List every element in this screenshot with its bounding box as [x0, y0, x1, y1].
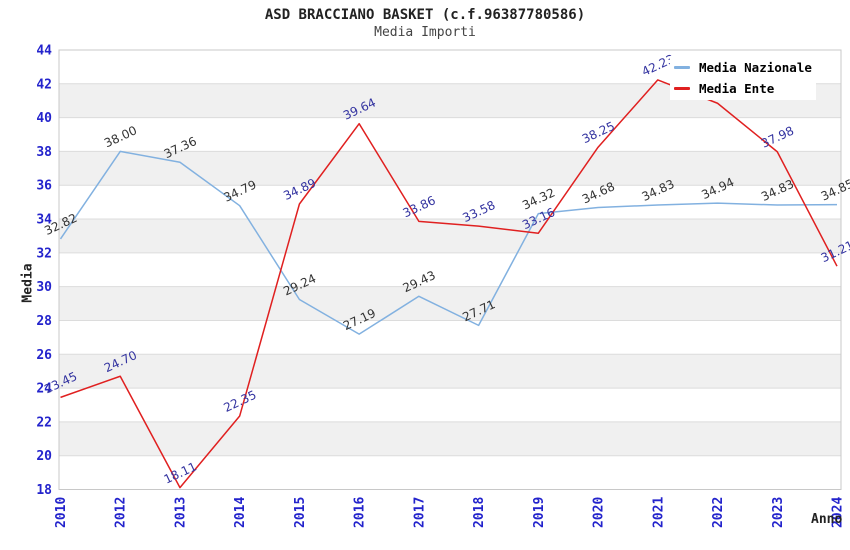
x-tick-label: 2014: [233, 497, 248, 528]
chart-title: ASD BRACCIANO BASKET (c.f.96387780586): [264, 7, 586, 23]
chart-band: [59, 354, 841, 389]
point-label: 37.98: [759, 124, 796, 151]
x-tick-label: 2017: [412, 497, 427, 528]
y-tick-label: 38: [36, 145, 52, 160]
y-tick-label: 40: [36, 111, 52, 126]
y-axis-title: Media: [20, 263, 36, 303]
point-label: 22.35: [221, 388, 258, 415]
x-axis-title: Anno: [811, 512, 843, 527]
y-tick-label: 28: [36, 314, 52, 329]
plot-border: [58, 49, 842, 490]
y-tick-label: 30: [36, 280, 52, 295]
x-tick-label: 2018: [472, 497, 487, 528]
x-tick-label: 2012: [114, 497, 129, 528]
y-tick-label: 44: [36, 44, 52, 59]
x-tick-label: 2022: [711, 497, 726, 528]
x-tick-label: 2010: [54, 497, 69, 528]
y-tick-label: 32: [36, 246, 52, 261]
y-tick-label: 22: [36, 415, 52, 430]
y-tick-label: 34: [36, 213, 52, 228]
legend-item-media-ente: Media Ente: [674, 80, 816, 97]
point-label: 33.86: [401, 193, 438, 220]
x-tick-label: 2013: [173, 497, 188, 528]
y-tick-label: 36: [36, 179, 52, 194]
legend-swatch-ente-icon: [674, 87, 690, 90]
y-tick-label: 20: [36, 449, 52, 464]
series-line-media-nazionale: [59, 150, 837, 335]
chart-band: [59, 421, 841, 456]
x-tick-label: 2020: [592, 497, 607, 528]
chart-subtitle: Media Importi: [374, 25, 476, 40]
legend-item-media-nazionale: Media Nazionale: [674, 59, 816, 76]
x-tick-label: 2023: [771, 497, 786, 528]
legend-label: Media Nazionale: [699, 60, 812, 75]
legend-label: Media Ente: [699, 81, 775, 96]
y-tick-label: 24: [36, 382, 52, 397]
y-tick-label: 42: [36, 77, 52, 92]
chart-legend: Media Nazionale Media Ente: [670, 56, 816, 100]
point-label: 38.00: [102, 123, 139, 150]
point-label: 38.25: [580, 119, 617, 146]
chart-band: [59, 286, 841, 321]
x-tick-label: 2024: [830, 497, 845, 528]
y-tick-label: 18: [36, 483, 52, 498]
x-tick-label: 2015: [293, 497, 308, 528]
y-tick-label: 26: [36, 348, 52, 363]
x-tick-label: 2021: [651, 497, 666, 528]
legend-swatch-nazionale-icon: [674, 66, 690, 69]
x-tick-label: 2016: [353, 497, 368, 528]
x-tick-label: 2019: [532, 497, 547, 528]
chart-band: [59, 219, 841, 253]
